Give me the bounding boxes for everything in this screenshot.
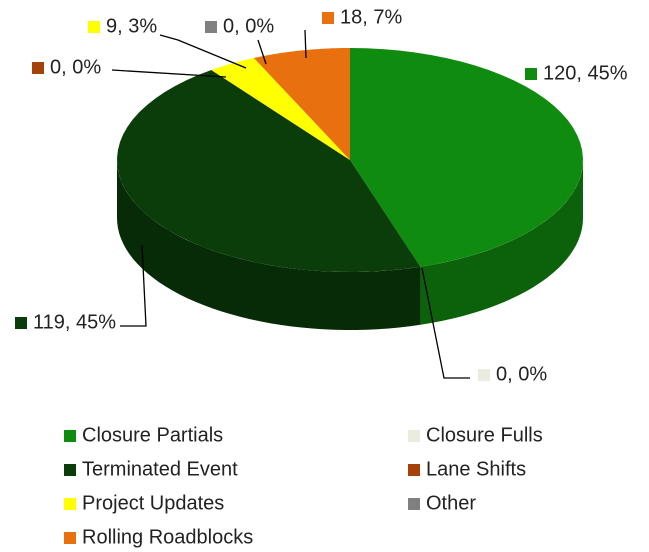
pie-slice (350, 48, 583, 267)
label-swatch (322, 12, 334, 24)
pie-slice (211, 57, 350, 161)
label-swatch (478, 369, 490, 381)
data-label: 18, 7% (340, 6, 402, 28)
pie-slice (253, 57, 350, 161)
label-swatch (525, 68, 537, 80)
data-label: 120, 45% (543, 62, 628, 84)
legend-swatch (408, 498, 420, 510)
pie-side (117, 160, 421, 330)
data-label: 0, 0% (50, 56, 101, 78)
legend-swatch (64, 430, 76, 442)
legend-swatch (408, 464, 420, 476)
legend-label: Closure Fulls (426, 424, 543, 446)
label-swatch (88, 21, 100, 33)
leader-line (421, 267, 470, 379)
pie-side (420, 160, 583, 325)
legend-swatch (64, 464, 76, 476)
label-swatch (205, 21, 217, 33)
legend-label: Closure Partials (82, 424, 223, 446)
legend-label: Rolling Roadblocks (82, 526, 253, 548)
leader-line (111, 69, 227, 78)
legend-label: Project Updates (82, 492, 224, 514)
legend-label: Lane Shifts (426, 458, 526, 480)
data-label: 119, 45% (33, 311, 116, 333)
data-label: 9, 3% (106, 15, 157, 37)
legend-label: Other (426, 492, 476, 514)
legend-swatch (64, 498, 76, 510)
pie-slice (253, 48, 350, 160)
legend-label: Terminated Event (82, 458, 238, 480)
pie-slice (117, 70, 421, 272)
leader-line (120, 244, 147, 327)
leader-line (304, 29, 307, 59)
leader-line (159, 34, 247, 69)
data-label: 0, 0% (223, 15, 274, 37)
legend-swatch (408, 430, 420, 442)
legend-swatch (64, 532, 76, 544)
data-label: 0, 0% (496, 363, 547, 385)
label-swatch (32, 62, 44, 74)
label-swatch (15, 317, 27, 329)
leader-line (257, 39, 267, 65)
